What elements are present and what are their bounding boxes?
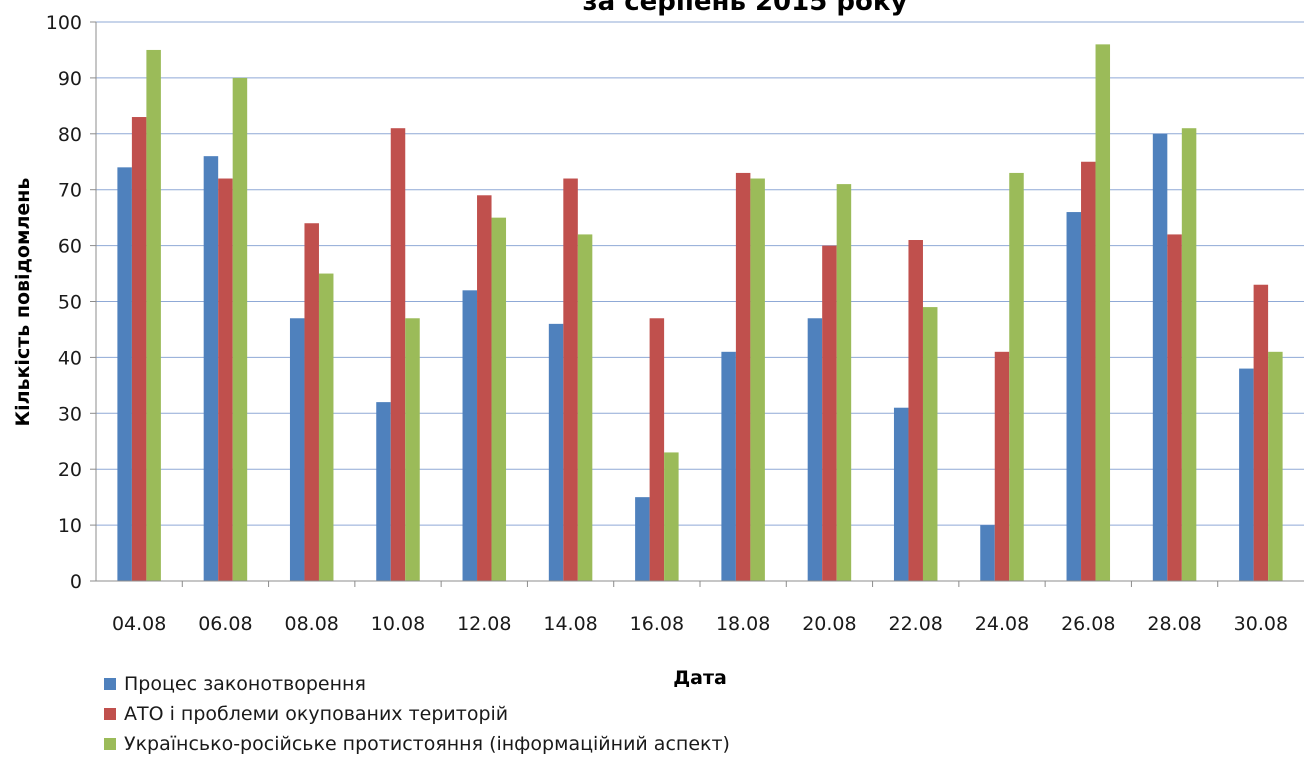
bar-08.08-series-2 xyxy=(304,223,319,582)
bar-12.08-series-3 xyxy=(491,217,507,581)
bar-28.08-series-1 xyxy=(1152,133,1168,582)
bar-10.08-series-2 xyxy=(390,128,406,581)
x-tick-label: 08.08 xyxy=(285,613,339,635)
x-tick-label: 12.08 xyxy=(457,613,511,635)
legend-item: АТО і проблеми окупованих територій xyxy=(104,699,730,729)
bar-08.08-series-3 xyxy=(318,273,334,581)
y-tick-label: 10 xyxy=(58,515,82,537)
y-tick-label: 40 xyxy=(58,347,82,369)
y-tick-label: 60 xyxy=(58,236,82,258)
bar-18.08-series-1 xyxy=(721,351,736,581)
bar-10.08-series-1 xyxy=(376,402,391,581)
bar-20.08-series-2 xyxy=(822,245,837,581)
x-tick-label: 20.08 xyxy=(802,613,856,635)
bar-06.08-series-1 xyxy=(203,156,219,581)
legend-item: Українсько-російське протистояння (інфор… xyxy=(104,729,730,759)
x-tick-label: 14.08 xyxy=(543,613,597,635)
y-axis-title: Кількість повідомлень xyxy=(12,178,34,427)
bar-14.08-series-2 xyxy=(563,178,578,581)
bar-16.08-series-2 xyxy=(649,318,665,581)
x-tick-label: 26.08 xyxy=(1061,613,1115,635)
legend-item: Процес законотворення xyxy=(104,669,730,699)
x-tick-label: 18.08 xyxy=(716,613,770,635)
bar-22.08-series-1 xyxy=(893,407,909,581)
bar-16.08-series-3 xyxy=(664,452,679,581)
x-tick-label: 10.08 xyxy=(371,613,425,635)
bar-10.08-series-3 xyxy=(405,318,420,581)
legend-swatch xyxy=(104,678,116,690)
y-tick-label: 100 xyxy=(46,12,82,34)
bar-04.08-series-1 xyxy=(117,167,132,581)
bar-04.08-series-2 xyxy=(131,117,147,581)
bar-20.08-series-3 xyxy=(836,184,852,582)
y-tick-label: 70 xyxy=(58,180,82,202)
y-tick-label: 0 xyxy=(70,571,82,593)
x-tick-label: 04.08 xyxy=(112,613,166,635)
bar-28.08-series-2 xyxy=(1167,234,1182,582)
y-tick-label: 80 xyxy=(58,124,82,146)
x-tick-label: 22.08 xyxy=(889,613,943,635)
legend-swatch xyxy=(104,738,116,750)
chart-title: за серпень 2015 року xyxy=(583,0,908,17)
legend-label: АТО і проблеми окупованих територій xyxy=(124,703,509,725)
x-tick-label: 16.08 xyxy=(630,613,684,635)
y-tick-label: 30 xyxy=(58,403,82,425)
x-tick-label: 06.08 xyxy=(198,613,252,635)
bar-12.08-series-1 xyxy=(462,290,478,581)
x-tick-label: 30.08 xyxy=(1234,613,1288,635)
bar-30.08-series-2 xyxy=(1253,284,1269,581)
bar-12.08-series-2 xyxy=(477,195,492,582)
bar-22.08-series-3 xyxy=(922,307,938,581)
legend-swatch xyxy=(104,708,116,720)
bar-06.08-series-3 xyxy=(232,77,248,582)
bar-08.08-series-1 xyxy=(289,318,305,581)
legend-label: Процес законотворення xyxy=(124,673,366,695)
bar-24.08-series-1 xyxy=(980,525,995,581)
bar-16.08-series-1 xyxy=(635,497,650,581)
bar-28.08-series-3 xyxy=(1181,128,1197,581)
bar-26.08-series-3 xyxy=(1095,44,1111,582)
y-tick-label: 50 xyxy=(58,292,82,314)
y-tick-label: 20 xyxy=(58,459,82,481)
bar-30.08-series-1 xyxy=(1239,368,1254,581)
bar-24.08-series-2 xyxy=(994,351,1010,581)
x-tick-label: 24.08 xyxy=(975,613,1029,635)
bar-26.08-series-2 xyxy=(1081,161,1096,581)
bar-24.08-series-3 xyxy=(1009,172,1024,581)
bar-26.08-series-1 xyxy=(1066,212,1082,581)
bar-06.08-series-2 xyxy=(218,178,233,581)
bar-18.08-series-2 xyxy=(735,172,751,581)
legend-label: Українсько-російське протистояння (інфор… xyxy=(124,733,730,755)
bar-22.08-series-2 xyxy=(908,240,923,581)
bar-04.08-series-3 xyxy=(146,49,161,581)
bar-14.08-series-1 xyxy=(548,323,564,581)
bar-30.08-series-3 xyxy=(1268,351,1283,581)
x-axis-title: Дата xyxy=(673,667,727,689)
chart-legend: Процес законотворення АТО і проблеми окуп… xyxy=(104,669,730,759)
bar-20.08-series-1 xyxy=(807,318,823,581)
x-tick-label: 28.08 xyxy=(1147,613,1201,635)
bar-14.08-series-3 xyxy=(577,234,593,582)
y-tick-label: 90 xyxy=(58,68,82,90)
bar-18.08-series-3 xyxy=(750,178,765,581)
